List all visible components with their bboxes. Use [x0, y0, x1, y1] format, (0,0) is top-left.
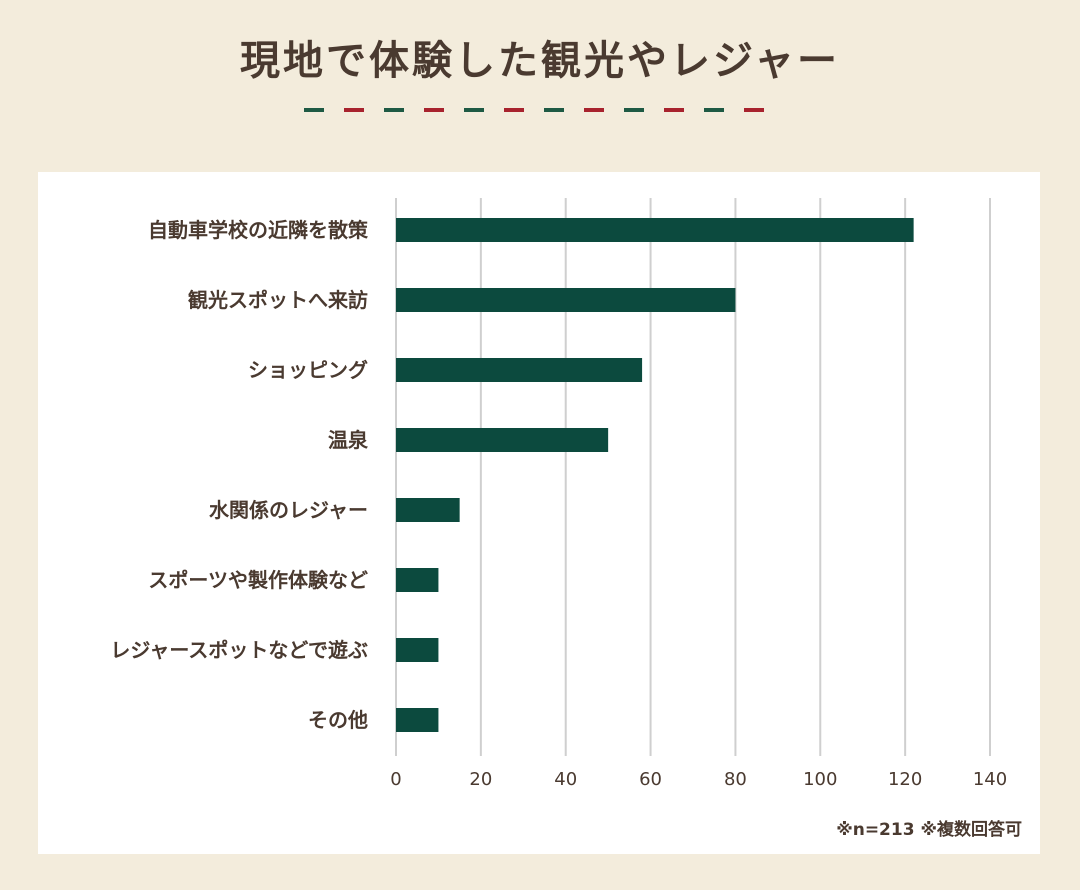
bar: [396, 288, 736, 312]
chart-card: 0 20 40 60 80 100 120 140 自動車学校の近隣を散策観光スポットへ来訪ショ…: [38, 172, 1040, 854]
bar: [396, 708, 439, 732]
divider-dash: [424, 108, 444, 112]
bar: [396, 568, 439, 592]
divider-dash: [384, 108, 404, 112]
category-label: その他: [308, 708, 368, 732]
footnote: ※n=213 ※複数回答可: [836, 820, 1022, 840]
category-label: ショッピング: [248, 358, 368, 382]
bar-chart: 0 20 40 60 80 100 120 140 自動車学校の近隣を散策観光スポットへ来訪ショ…: [110, 198, 1007, 790]
bar: [396, 638, 439, 662]
divider-dash: [704, 108, 724, 112]
x-tick-label: 80: [724, 769, 747, 790]
category-label: 水関係のレジャー: [209, 498, 368, 522]
category-label: 温泉: [328, 428, 369, 452]
bar: [396, 428, 609, 452]
divider-dash: [664, 108, 684, 112]
divider-dash: [344, 108, 364, 112]
divider-dash: [464, 108, 484, 112]
x-tick-label: 0: [390, 769, 401, 790]
bar: [396, 218, 914, 242]
category-label: 観光スポットへ来訪: [188, 288, 368, 312]
x-tick-label: 20: [469, 769, 492, 790]
title-divider: [304, 108, 764, 112]
divider-dash: [304, 108, 324, 112]
category-label: レジャースポットなどで遊ぶ: [110, 638, 368, 662]
category-label: スポーツや製作体験など: [148, 568, 368, 592]
x-tick-label: 40: [554, 769, 577, 790]
divider-dash: [744, 108, 764, 112]
x-tick-label: 140: [973, 769, 1007, 790]
bar: [396, 358, 643, 382]
divider-dash: [504, 108, 524, 112]
x-tick-label: 60: [639, 769, 662, 790]
category-label: 自動車学校の近隣を散策: [148, 218, 369, 242]
bar: [396, 498, 460, 522]
x-tick-label: 100: [803, 769, 837, 790]
divider-dash: [584, 108, 604, 112]
chart-title: 現地で体験した観光やレジャー: [240, 38, 840, 84]
divider-dash: [544, 108, 564, 112]
divider-dash: [624, 108, 644, 112]
x-tick-label: 120: [888, 769, 922, 790]
